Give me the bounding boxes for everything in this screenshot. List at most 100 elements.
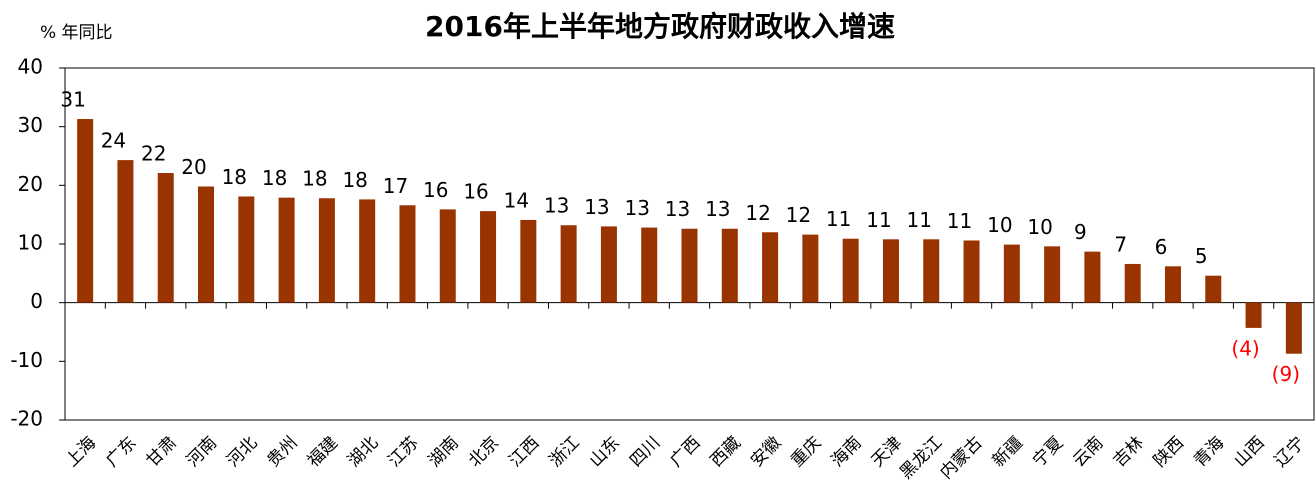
x-tick-label: 广东 [102, 433, 140, 471]
x-tick-label: 重庆 [787, 433, 825, 471]
bar [1285, 302, 1302, 354]
y-tick-label: -20 [10, 407, 43, 431]
x-tick-label: 辽宁 [1271, 433, 1309, 471]
data-label: 16 [423, 178, 448, 202]
x-tick-label: 云南 [1069, 433, 1107, 471]
bar [882, 239, 899, 303]
data-label: 24 [101, 129, 126, 153]
data-label: 14 [504, 188, 529, 212]
x-tick-label: 贵州 [263, 433, 301, 471]
data-label: (4) [1231, 336, 1259, 360]
data-label: 18 [302, 167, 327, 191]
data-label: 18 [342, 168, 367, 192]
bar [399, 205, 416, 303]
bar [238, 196, 255, 303]
data-label: 9 [1074, 220, 1087, 244]
bar [600, 226, 617, 303]
bar [520, 219, 537, 303]
x-tick-label: 江苏 [384, 433, 422, 471]
data-label: 31 [60, 88, 85, 112]
data-label: 11 [947, 209, 972, 233]
data-label: 6 [1155, 235, 1168, 259]
data-label: 18 [222, 165, 247, 189]
x-tick-label: 四川 [626, 433, 664, 471]
data-label: 13 [624, 196, 649, 220]
x-tick-label: 北京 [465, 433, 503, 471]
y-tick-label: 10 [18, 231, 43, 255]
bar [1044, 246, 1061, 303]
bar [198, 186, 215, 303]
bar [842, 238, 859, 303]
bar [77, 119, 94, 303]
bar [681, 228, 698, 303]
x-tick-label: 吉林 [1110, 433, 1148, 471]
x-tick-label: 河北 [223, 433, 261, 471]
bar [1164, 266, 1181, 303]
data-label: 13 [705, 197, 730, 221]
bar [641, 227, 658, 303]
x-tick-label: 江西 [505, 433, 543, 471]
y-tick-label: -10 [10, 348, 43, 372]
data-label: 18 [262, 166, 287, 190]
x-tick-label: 海南 [828, 433, 866, 471]
x-tick-label: 山东 [586, 433, 624, 471]
bar [560, 225, 577, 303]
bar [802, 234, 819, 303]
bar [480, 211, 497, 303]
data-label: 13 [584, 195, 609, 219]
bar [963, 240, 980, 303]
bar [1084, 251, 1101, 303]
y-axis-label: % 年同比 [40, 23, 113, 43]
bar [1205, 275, 1222, 303]
bar [721, 228, 738, 303]
data-label: 11 [907, 208, 932, 232]
x-tick-label: 新疆 [989, 433, 1027, 471]
x-tick-label: 湖北 [344, 433, 382, 471]
data-label: (9) [1272, 362, 1300, 386]
x-tick-label: 浙江 [546, 433, 584, 471]
bar [318, 198, 335, 303]
data-label: 12 [745, 201, 770, 225]
bar [1245, 302, 1262, 328]
data-label: 13 [665, 197, 690, 221]
x-tick-label: 福建 [304, 433, 342, 471]
data-label: 20 [181, 155, 206, 179]
y-tick-label: 30 [18, 113, 43, 137]
bar [278, 197, 295, 303]
x-tick-label: 陕西 [1150, 433, 1188, 471]
x-tick-label: 内蒙古 [936, 433, 986, 483]
x-tick-label: 湖南 [425, 433, 463, 471]
bar [359, 199, 376, 303]
data-label: 10 [987, 213, 1012, 237]
bar [1124, 263, 1141, 303]
bar [1003, 244, 1020, 303]
x-tick-label: 安徽 [747, 433, 785, 471]
bar [117, 160, 134, 303]
x-tick-label: 黑龙江 [896, 433, 946, 483]
data-label: 13 [544, 194, 569, 218]
data-label: 17 [383, 174, 408, 198]
y-tick-label: 20 [18, 172, 43, 196]
bar [923, 239, 940, 303]
data-label: 5 [1195, 244, 1208, 268]
bar [762, 232, 779, 303]
data-label: 12 [786, 203, 811, 227]
x-tick-label: 甘肃 [143, 433, 181, 471]
y-tick-label: 40 [18, 55, 43, 79]
x-tick-label: 河南 [183, 433, 221, 471]
chart-title: 2016年上半年地方政府财政收入增速 [425, 10, 895, 43]
data-label: 7 [1114, 232, 1127, 256]
bar [157, 173, 174, 303]
x-tick-label: 广西 [666, 433, 704, 471]
data-label: 22 [141, 142, 166, 166]
x-tick-label: 青海 [1190, 433, 1228, 471]
data-label: 16 [463, 180, 488, 204]
data-label: 11 [866, 208, 891, 232]
y-tick-label: 0 [30, 289, 43, 313]
x-tick-label: 西藏 [707, 433, 745, 471]
x-tick-label: 宁夏 [1029, 433, 1067, 471]
data-label: 11 [826, 207, 851, 231]
x-tick-label: 上海 [62, 433, 100, 471]
x-tick-label: 山西 [1230, 433, 1268, 471]
